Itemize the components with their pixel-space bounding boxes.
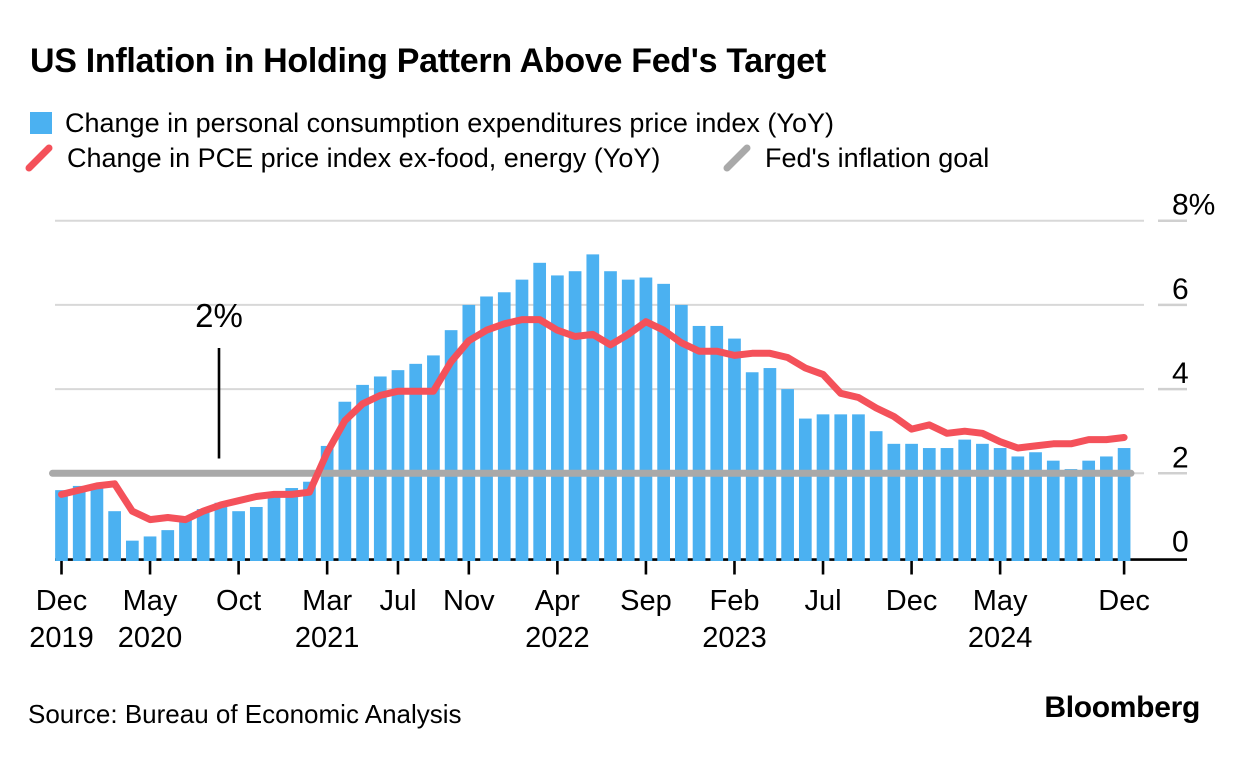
bar-2020-10	[232, 511, 245, 561]
bar-2021-04	[338, 401, 352, 561]
legend-item-pce: Change in personal consumption expenditu…	[30, 108, 834, 138]
bar-2024-12	[1117, 448, 1131, 561]
bar-2022-02	[515, 279, 529, 561]
core-pce-line	[58, 316, 1128, 524]
x-axis-month-label: May	[123, 585, 178, 617]
bar-2022-12	[692, 325, 706, 561]
bar-2024-03	[958, 439, 972, 561]
bar-2021-02	[303, 481, 316, 561]
bar-2024-08	[1046, 460, 1060, 561]
x-axis-month-label: Nov	[443, 585, 495, 617]
bar-2024-07	[1029, 452, 1042, 561]
bar-2023-12	[905, 443, 918, 561]
core-pce-line-swatch-icon	[25, 144, 53, 172]
x-axis-month-label: Jul	[379, 585, 416, 617]
bar-2020-01	[72, 485, 86, 561]
bar-2024-04	[976, 443, 989, 561]
x-axis-year-label: 2023	[702, 622, 767, 654]
bar-2021-11	[462, 304, 476, 561]
x-axis-month-label: Jul	[804, 585, 841, 617]
bar-2024-11	[1100, 456, 1113, 561]
bar-2022-09	[639, 277, 653, 561]
x-axis-month-label: Sep	[620, 585, 672, 617]
x-axis-month-label: Dec	[886, 585, 938, 617]
y-axis-label-0: 0	[1172, 526, 1189, 559]
pce-bar-swatch-icon	[30, 112, 52, 134]
bar-2022-01	[497, 292, 511, 561]
x-axis-month-label: Mar	[302, 585, 352, 617]
bar-2023-11	[887, 443, 901, 561]
bar-2024-06	[1011, 456, 1025, 561]
y-axis-label-8: 8%	[1172, 189, 1215, 222]
bar-2020-05	[143, 536, 157, 561]
bar-2021-06	[373, 376, 387, 561]
bloomberg-logo: Bloomberg	[1044, 691, 1200, 724]
bar-2021-07	[391, 370, 405, 561]
legend-item-core-pce: Change in PCE price index ex-food, energ…	[24, 143, 660, 173]
bar-2023-02	[728, 338, 741, 561]
bar-2022-05	[568, 271, 582, 561]
x-axis-year-label: 2019	[29, 622, 94, 654]
bar-2021-01	[285, 488, 299, 561]
bar-2022-07	[604, 271, 617, 561]
bar-2021-12	[480, 296, 493, 561]
bar-2020-03	[108, 511, 121, 561]
x-axis-year-label: 2021	[295, 622, 360, 654]
bar-2023-10	[869, 431, 883, 561]
bar-2020-09	[214, 502, 228, 561]
x-axis-year-label: 2024	[968, 622, 1033, 654]
legend-label-core-pce: Change in PCE price index ex-food, energ…	[67, 142, 661, 173]
page-title: US Inflation in Holding Pattern Above Fe…	[30, 42, 826, 80]
bar-2022-10	[657, 283, 670, 561]
bar-2021-09	[427, 355, 440, 561]
bar-2020-02	[90, 485, 104, 561]
bar-2023-03	[745, 372, 759, 561]
bar-2024-01	[922, 448, 936, 561]
bar-2020-04	[125, 540, 139, 561]
bar-2022-11	[675, 304, 688, 561]
x-axis-month-label: Feb	[709, 585, 759, 617]
fed-goal-annotation-label: 2%	[195, 297, 243, 334]
bar-2021-10	[444, 330, 458, 561]
x-axis-month-label: Dec	[1098, 585, 1150, 617]
bar-2024-09	[1064, 469, 1078, 561]
bar-2023-07	[816, 414, 830, 561]
bar-2023-09	[852, 414, 865, 561]
bar-2020-07	[179, 519, 192, 561]
bar-2020-12	[267, 496, 281, 561]
bar-2023-04	[763, 368, 777, 561]
bar-2023-06	[798, 418, 812, 561]
x-axis-year-label: 2022	[525, 622, 590, 654]
bar-2022-03	[533, 262, 547, 561]
bar-2021-08	[409, 363, 423, 561]
x-axis-month-label: Oct	[216, 585, 261, 617]
bar-2024-10	[1082, 460, 1096, 561]
bar-2023-01	[710, 325, 724, 561]
x-axis-month-label: May	[973, 585, 1028, 617]
y-axis-label-4: 4	[1172, 357, 1189, 390]
source-credit: Source: Bureau of Economic Analysis	[28, 699, 462, 729]
y-axis-label-2: 2	[1172, 441, 1189, 474]
x-axis-month-label: Apr	[535, 585, 580, 617]
bar-2024-02	[940, 448, 954, 561]
bar-2023-08	[834, 414, 848, 561]
legend-item-fed-goal: Fed's inflation goal	[722, 143, 989, 173]
legend-label-fed-goal: Fed's inflation goal	[765, 142, 990, 173]
legend-label-pce: Change in personal consumption expenditu…	[65, 107, 834, 138]
bar-2020-06	[161, 530, 175, 561]
bar-2020-08	[196, 509, 210, 561]
bar-2022-08	[621, 279, 635, 561]
x-axis-month-label: Dec	[36, 585, 88, 617]
bar-2024-05	[993, 448, 1007, 561]
bar-2019-12	[55, 490, 68, 561]
bar-2022-04	[551, 275, 564, 561]
x-axis-year-label: 2020	[118, 622, 183, 654]
fed-goal-swatch-icon	[723, 144, 751, 172]
bar-2022-06	[586, 254, 600, 561]
y-axis-label-6: 6	[1172, 273, 1189, 306]
bar-2020-11	[249, 506, 263, 561]
